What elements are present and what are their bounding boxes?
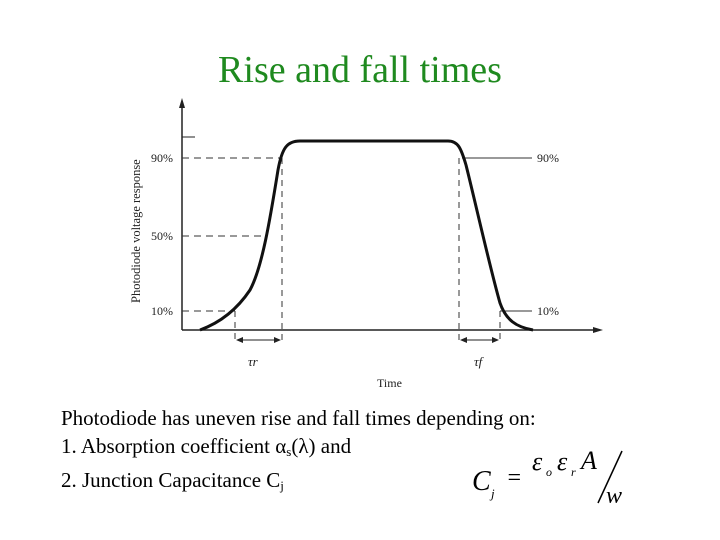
y-axis-label: Photodiode voltage response [129,159,143,303]
fall-time-arrow-left [460,337,467,343]
intro-line: Photodiode has uneven rise and fall time… [61,406,536,430]
formula-equals: = [506,465,522,491]
level-label-50-left: 50% [151,229,173,243]
level-label-10-right: 10% [537,304,559,318]
formula-epsr-sub: r [571,465,576,479]
list-item-capacitance: 2. Junction Capacitance Cj [61,466,536,500]
formula-lhs-sub: j [489,486,495,501]
formula-area: A [579,446,597,475]
response-curve [199,139,534,332]
alpha-subscript: s [286,444,292,459]
formula-width: w [606,483,622,509]
y-axis-arrow [179,98,185,108]
capacitance-formula: C j = ε o ε r A w [472,446,623,509]
capacitance-subscript: j [280,478,284,493]
formula-epsr: ε [557,447,568,476]
x-axis-arrow [593,327,603,333]
rise-time-label: τr [248,354,259,369]
fall-time-label: τf [474,354,485,369]
level-label-90-right: 90% [537,151,559,165]
rise-time-arrow-right [274,337,281,343]
fall-time-arrow-right [492,337,499,343]
formula-slash [597,450,623,504]
x-axis-label: Time [377,376,402,390]
item1-prefix: 1. Absorption coefficient [61,434,276,458]
body-text: Photodiode has uneven rise and fall time… [61,404,536,500]
rise-time-arrow-left [236,337,243,343]
level-label-90-left: 90% [151,151,173,165]
level-label-10-left: 10% [151,304,173,318]
alpha-symbol: α [275,434,287,458]
rise-fall-diagram: Photodiode voltage response 90% 50% 10% … [129,98,603,390]
formula-eps0-sub: o [546,465,552,479]
list-item-absorption: 1. Absorption coefficient αs(λ) and [61,432,536,466]
item2-prefix: 2. Junction Capacitance C [61,468,281,492]
item1-suffix: (λ) and [291,434,352,458]
slide-title: Rise and fall times [218,49,502,91]
formula-lhs: C [472,466,491,497]
formula-eps0: ε [532,447,543,476]
